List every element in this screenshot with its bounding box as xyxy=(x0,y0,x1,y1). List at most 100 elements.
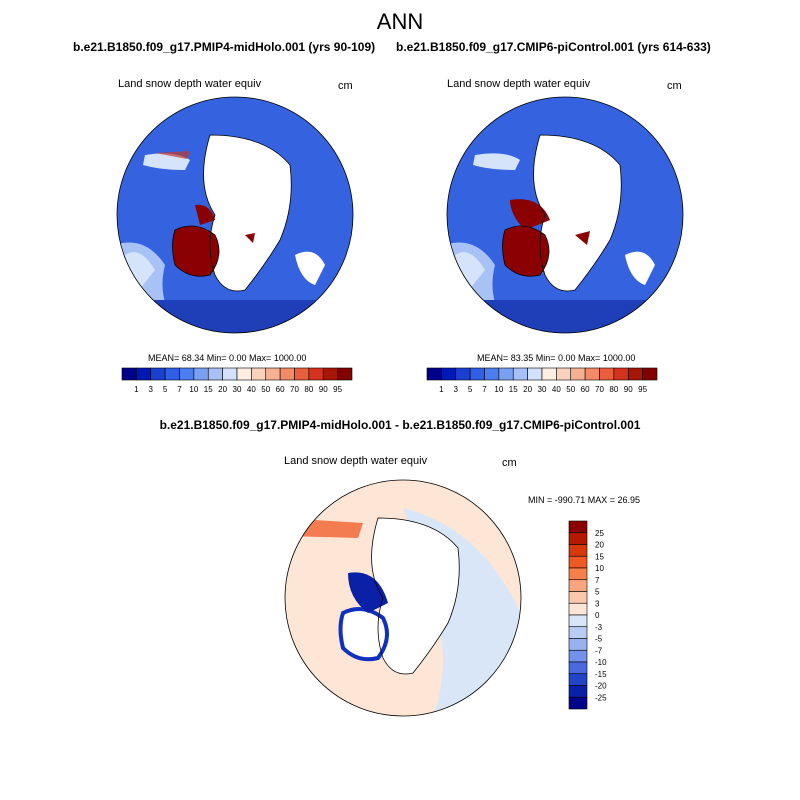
panel1-colorbar-swatch xyxy=(121,367,137,381)
panel2-colorbar-swatch xyxy=(584,367,600,381)
panel1-colorbar-swatch xyxy=(265,367,281,381)
panel1-colorbar-swatch xyxy=(251,367,267,381)
difference-colorbar-tick-label: 20 xyxy=(595,541,604,550)
difference-colorbar-swatch xyxy=(568,567,588,581)
panel1-colorbar-swatch xyxy=(236,367,252,381)
panel1-colorbar-tick-label: 50 xyxy=(261,385,270,394)
difference-colorbar-tick-label: 10 xyxy=(595,564,604,573)
panel2-polar-map xyxy=(446,96,684,334)
panel1-colorbar-tick-label: 90 xyxy=(319,385,328,394)
panel2-colorbar-swatch xyxy=(556,367,572,381)
difference-colorbar-swatch xyxy=(568,673,588,686)
panel1-colorbar-tick-label: 5 xyxy=(163,385,168,394)
panel1-colorbar-swatch xyxy=(207,367,223,381)
difference-colorbar-swatch xyxy=(568,544,588,557)
panel1-colorbar-tick-label: 60 xyxy=(276,385,285,394)
panel2-colorbar-tick-label: 20 xyxy=(523,385,532,394)
panel1-colorbar-tick-label: 40 xyxy=(247,385,256,394)
difference-colorbar-swatch xyxy=(568,591,588,604)
panel1-colorbar-swatch xyxy=(337,367,353,381)
difference-colorbar-swatch xyxy=(568,555,588,569)
panel2-colorbar-tick-label: 80 xyxy=(609,385,618,394)
panel1-colorbar-swatch xyxy=(179,367,195,381)
panel1-colorbar-swatch xyxy=(222,367,238,381)
panel2-colorbar-swatch xyxy=(484,367,500,381)
panel2-colorbar-tick-label: 95 xyxy=(638,385,647,394)
panel2-case-label: b.e21.B1850.f09_g17.CMIP6-piControl.001 … xyxy=(396,40,711,54)
difference-colorbar-swatch xyxy=(568,661,588,675)
difference-colorbar-swatch xyxy=(568,638,588,651)
panel1-units-label: cm xyxy=(338,80,353,92)
panel2-colorbar-tick-label: 60 xyxy=(581,385,590,394)
difference-title: b.e21.B1850.f09_g17.PMIP4-midHolo.001 - … xyxy=(159,418,641,432)
panel1-stats: MEAN= 68.34 Min= 0.00 Max= 1000.00 xyxy=(148,353,307,363)
panel1-colorbar-tick-label: 10 xyxy=(189,385,198,394)
difference-colorbar-swatch xyxy=(568,696,588,710)
panel1-colorbar-tick-label: 3 xyxy=(149,385,154,394)
panel2-colorbar-tick-label: 70 xyxy=(595,385,604,394)
panel1-colorbar-tick-label: 15 xyxy=(204,385,213,394)
panel2-units-label: cm xyxy=(667,80,682,92)
panel2-colorbar-tick-label: 3 xyxy=(454,385,459,394)
panel1-colorbar-tick-label: 1 xyxy=(134,385,139,394)
panel1-colorbar-swatch xyxy=(136,367,152,381)
panel1-colorbar-tick-label: 30 xyxy=(233,385,242,394)
panel2-colorbar-swatch xyxy=(642,367,658,381)
panel2-colorbar-tick-label: 15 xyxy=(509,385,518,394)
panel2-colorbar-swatch xyxy=(469,367,485,381)
panel2-colorbar-swatch xyxy=(541,367,557,381)
panel1-colorbar: 1 3 5 7 10 15 20 30 40 50 60 70 80 90 95 xyxy=(121,367,353,394)
difference-colorbar-tick-label: 15 xyxy=(595,552,604,561)
panel1-polar-map xyxy=(116,96,354,334)
difference-colorbar-swatch xyxy=(568,579,588,592)
difference-colorbar-tick-label: 5 xyxy=(595,588,600,597)
panel2-colorbar-swatch xyxy=(599,367,615,381)
difference-colorbar: 25 20 15 10 7 5 3 0 -3 -5 -7 -10 -15 -20 -25 xyxy=(568,520,607,710)
panel1-colorbar-tick-label: 80 xyxy=(304,385,313,394)
difference-colorbar-swatch xyxy=(568,649,588,663)
panel1-colorbar-swatch xyxy=(193,367,209,381)
panel2-stats: MEAN= 83.35 Min= 0.00 Max= 1000.00 xyxy=(477,353,636,363)
panel2-colorbar-swatch xyxy=(498,367,514,381)
panel2-colorbar-swatch xyxy=(441,367,457,381)
difference-colorbar-tick-label: -7 xyxy=(595,646,603,655)
panel2-colorbar-tick-label: 5 xyxy=(468,385,473,394)
difference-colorbar-tick-label: -15 xyxy=(595,670,607,679)
panel1-colorbar-swatch xyxy=(150,367,166,381)
panel2-colorbar-tick-label: 30 xyxy=(538,385,547,394)
difference-colorbar-swatch xyxy=(568,626,588,639)
difference-colorbar-tick-label: 25 xyxy=(595,529,604,538)
difference-colorbar-tick-label: 7 xyxy=(595,576,600,585)
panel1-colorbar-swatch xyxy=(308,367,324,381)
panel1-colorbar-tick-label: 70 xyxy=(290,385,299,394)
difference-variable-label: Land snow depth water equiv xyxy=(284,455,428,467)
panel2-colorbar-swatch xyxy=(455,367,471,381)
panel2-colorbar: 1 3 5 7 10 15 20 30 40 50 60 70 80 90 95 xyxy=(426,367,658,394)
difference-colorbar-tick-label: -10 xyxy=(595,658,607,667)
difference-colorbar-swatch xyxy=(568,685,588,698)
difference-polar-map xyxy=(284,479,522,717)
panel2-colorbar-swatch xyxy=(527,367,543,381)
panel2-colorbar-tick-label: 10 xyxy=(494,385,503,394)
difference-colorbar-tick-label: 3 xyxy=(595,599,600,608)
panel1-case-label: b.e21.B1850.f09_g17.PMIP4-midHolo.001 (y… xyxy=(73,40,376,54)
difference-colorbar-tick-label: 0 xyxy=(595,611,600,620)
panel2-colorbar-swatch xyxy=(570,367,586,381)
difference-units-label: cm xyxy=(502,457,517,469)
difference-colorbar-tick-label: -20 xyxy=(595,682,607,691)
panel1-colorbar-swatch xyxy=(322,367,338,381)
difference-colorbar-swatch xyxy=(568,614,588,628)
difference-minmax: MIN = -990.71 MAX = 26.95 xyxy=(528,495,641,505)
panel1-colorbar-tick-label: 20 xyxy=(218,385,227,394)
difference-colorbar-swatch xyxy=(568,520,588,534)
panel1-colorbar-swatch xyxy=(294,367,310,381)
panel1-colorbar-tick-label: 95 xyxy=(333,385,342,394)
panel2-colorbar-tick-label: 40 xyxy=(552,385,561,394)
panel1-colorbar-swatch xyxy=(164,367,180,381)
panel2-colorbar-tick-label: 7 xyxy=(482,385,487,394)
panel1-variable-label: Land snow depth water equiv xyxy=(118,78,262,90)
difference-colorbar-swatch xyxy=(568,602,588,616)
panel2-colorbar-swatch xyxy=(512,367,528,381)
panel2-colorbar-swatch xyxy=(613,367,629,381)
difference-colorbar-tick-label: -3 xyxy=(595,623,603,632)
